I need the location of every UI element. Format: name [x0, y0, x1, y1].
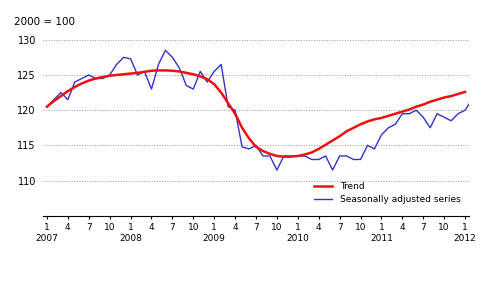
Legend: Trend, Seasonally adjusted series: Trend, Seasonally adjusted series: [311, 178, 464, 208]
Text: 2000 = 100: 2000 = 100: [14, 17, 75, 27]
